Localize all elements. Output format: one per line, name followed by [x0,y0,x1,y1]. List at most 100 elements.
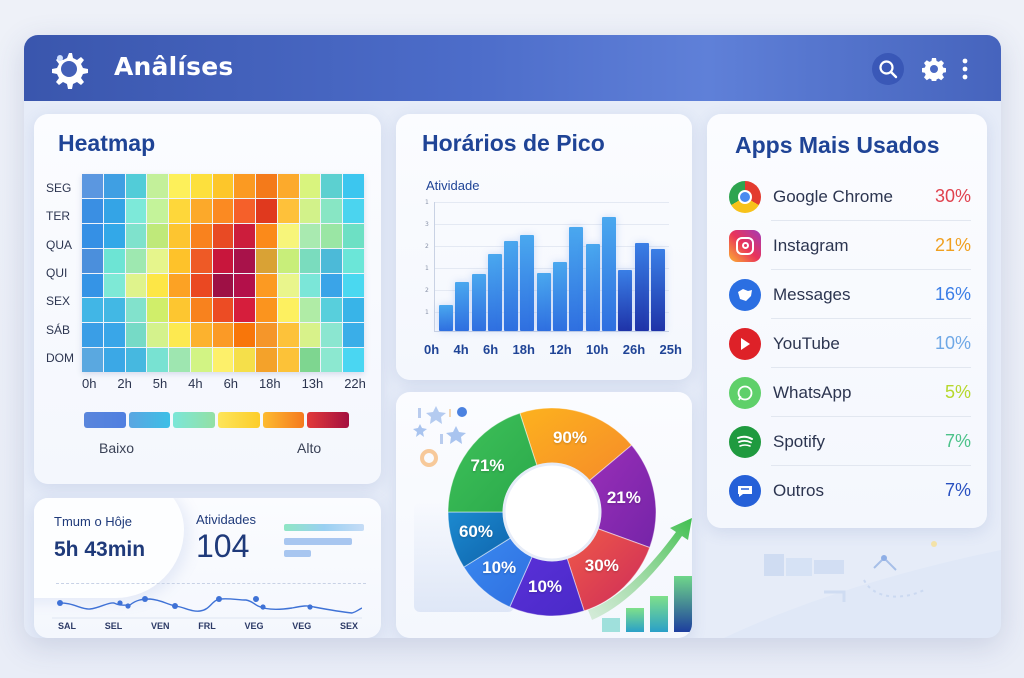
heatmap-cell[interactable] [343,248,364,273]
heatmap-cell[interactable] [212,248,234,273]
bar[interactable] [439,305,453,331]
heatmap-cell[interactable] [125,298,147,323]
heatmap-cell[interactable] [103,273,125,298]
heatmap-cell[interactable] [299,298,321,323]
app-row-messages[interactable]: Messages 16% [729,270,971,319]
heatmap-cell[interactable] [321,198,343,223]
heatmap-cell[interactable] [343,298,364,323]
heatmap-cell[interactable] [125,348,147,372]
heatmap-cell[interactable] [190,223,212,248]
heatmap-cell[interactable] [234,198,256,223]
heatmap-cell[interactable] [234,298,256,323]
heatmap-cell[interactable] [147,248,169,273]
app-row-instagram[interactable]: Instagram 21% [729,221,971,270]
heatmap-cell[interactable] [277,323,299,348]
heatmap-cell[interactable] [277,298,299,323]
heatmap-cell[interactable] [256,223,277,248]
bar[interactable] [634,242,649,331]
app-row-whatsapp[interactable]: WhatsApp 5% [729,368,971,417]
heatmap-cell[interactable] [212,323,234,348]
heatmap-cell[interactable] [299,273,321,298]
heatmap-cell[interactable] [103,298,125,323]
heatmap-cell[interactable] [103,174,125,198]
bar[interactable] [618,269,633,331]
app-row-youtube[interactable]: YouTube 10% [729,319,971,368]
settings-button[interactable] [918,53,950,85]
heatmap-cell[interactable] [147,323,169,348]
heatmap-cell[interactable] [234,323,256,348]
bar[interactable] [553,262,568,331]
bar[interactable] [487,254,502,331]
heatmap-cell[interactable] [82,298,103,323]
heatmap-cell[interactable] [147,198,169,223]
heatmap-cell[interactable] [299,248,321,273]
heatmap-cell[interactable] [277,273,299,298]
app-row-spotify[interactable]: Spotify 7% [729,417,971,466]
heatmap-cell[interactable] [256,248,277,273]
heatmap-cell[interactable] [125,323,147,348]
heatmap-cell[interactable] [82,348,103,372]
heatmap-cell[interactable] [299,174,321,198]
heatmap-cell[interactable] [234,348,256,372]
heatmap-cell[interactable] [343,323,364,348]
heatmap-cell[interactable] [256,174,277,198]
heatmap-cell[interactable] [103,348,125,372]
heatmap-cell[interactable] [321,273,343,298]
heatmap-cell[interactable] [256,348,277,372]
heatmap-cell[interactable] [234,223,256,248]
heatmap-cell[interactable] [169,174,190,198]
heatmap-cell[interactable] [212,273,234,298]
heatmap-cell[interactable] [343,174,364,198]
heatmap-cell[interactable] [125,174,147,198]
heatmap-cell[interactable] [190,273,212,298]
heatmap-cell[interactable] [147,273,169,298]
heatmap-cell[interactable] [190,248,212,273]
heatmap-cell[interactable] [277,198,299,223]
heatmap-cell[interactable] [169,323,190,348]
bar[interactable] [585,243,600,331]
heatmap-cell[interactable] [82,273,103,298]
heatmap-cell[interactable] [321,248,343,273]
heatmap-cell[interactable] [256,323,277,348]
heatmap-cell[interactable] [82,248,103,273]
heatmap-cell[interactable] [299,348,321,372]
heatmap-cell[interactable] [256,198,277,223]
heatmap-cell[interactable] [343,273,364,298]
heatmap-cell[interactable] [103,323,125,348]
heatmap-cell[interactable] [169,298,190,323]
bar[interactable] [471,273,486,331]
bar[interactable] [601,216,616,331]
heatmap-cell[interactable] [321,174,343,198]
heatmap-cell[interactable] [256,273,277,298]
bar[interactable] [504,241,519,331]
bar[interactable] [569,227,584,331]
heatmap-cell[interactable] [212,174,234,198]
heatmap-cell[interactable] [190,298,212,323]
heatmap-cell[interactable] [321,298,343,323]
heatmap-cell[interactable] [169,198,190,223]
heatmap-cell[interactable] [321,323,343,348]
heatmap-cell[interactable] [82,323,103,348]
bar[interactable] [455,281,470,331]
heatmap-cell[interactable] [212,348,234,372]
app-row-chrome[interactable]: Google Chrome 30% [729,172,971,221]
heatmap-cell[interactable] [103,248,125,273]
heatmap-cell[interactable] [299,223,321,248]
heatmap-cell[interactable] [234,248,256,273]
heatmap-cell[interactable] [190,348,212,372]
heatmap-cell[interactable] [277,174,299,198]
heatmap-cell[interactable] [125,198,147,223]
activity-sparkline[interactable] [52,594,362,624]
heatmap-cell[interactable] [212,298,234,323]
heatmap-cell[interactable] [190,174,212,198]
more-options-button[interactable] [954,53,976,85]
heatmap-cell[interactable] [82,174,103,198]
heatmap-cell[interactable] [190,198,212,223]
heatmap-cell[interactable] [125,248,147,273]
bar[interactable] [650,249,665,331]
heatmap-cell[interactable] [321,348,343,372]
heatmap-cell[interactable] [212,223,234,248]
heatmap-cell[interactable] [277,223,299,248]
heatmap-cell[interactable] [147,174,169,198]
heatmap-cell[interactable] [169,273,190,298]
